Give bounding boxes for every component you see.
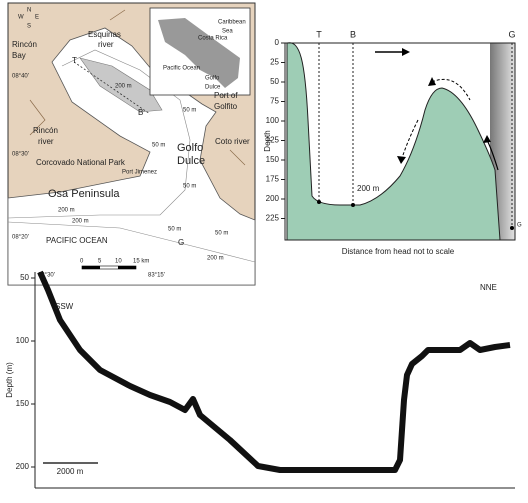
station bbox=[317, 200, 321, 204]
contour-label: 50 m bbox=[152, 143, 165, 149]
compass: E bbox=[35, 15, 39, 21]
y-tick-label: 150 bbox=[16, 399, 30, 408]
place-label: PACIFIC OCEAN bbox=[46, 236, 108, 245]
inset-label: Pacific Ocean bbox=[163, 66, 200, 72]
direction-label: SSW bbox=[55, 302, 74, 311]
x-axis-label: Distance from head not to scale bbox=[342, 247, 455, 256]
station-label: B bbox=[138, 108, 143, 117]
map: N E S W Rincón Bay Esquinas river T 200 … bbox=[7, 2, 256, 286]
place-label: Rincón bbox=[12, 40, 37, 49]
seafloor-echo bbox=[37, 270, 511, 473]
y-axis-label: Depth (m) bbox=[5, 362, 14, 398]
annotation: 200 m bbox=[357, 184, 380, 193]
station-label: B bbox=[350, 29, 356, 39]
station-label: T bbox=[316, 29, 322, 39]
contour-label: 200 m bbox=[115, 84, 132, 90]
transect bbox=[73, 61, 151, 115]
scale-label: 10 bbox=[115, 259, 122, 265]
y-tick-label: 25 bbox=[270, 58, 279, 67]
y-tick-label: 75 bbox=[270, 97, 279, 106]
latitude: 08°40' bbox=[12, 74, 29, 80]
station-label: G bbox=[508, 29, 515, 39]
contour-label: 50 m bbox=[168, 227, 181, 233]
contour-label: 200 m bbox=[58, 208, 75, 214]
contour-label: 50 m bbox=[183, 184, 196, 190]
y-tick-label: 200 bbox=[16, 462, 30, 471]
scale-label: 2000 m bbox=[57, 467, 84, 476]
y-tick-label: 225 bbox=[266, 214, 280, 223]
basin bbox=[286, 42, 501, 241]
station-label: G bbox=[178, 238, 184, 247]
scale-bar bbox=[118, 266, 136, 269]
flow-arrow bbox=[401, 119, 419, 159]
longitude: 83°15' bbox=[148, 273, 165, 279]
y-tick-label: 0 bbox=[275, 38, 280, 47]
contour-label: 50 m bbox=[183, 108, 196, 114]
station bbox=[351, 203, 355, 207]
place-label: Esquinas bbox=[88, 30, 121, 39]
inset-label: Dulce bbox=[205, 85, 221, 91]
river bbox=[29, 9, 246, 166]
place-label: river bbox=[98, 40, 114, 49]
scale-label: 0 bbox=[80, 259, 84, 265]
compass: S bbox=[27, 24, 31, 30]
latitude: 08°30' bbox=[12, 152, 29, 158]
compass: W bbox=[18, 15, 24, 21]
place-label: Golfo bbox=[177, 142, 203, 154]
station-label: G bbox=[517, 223, 522, 229]
place-label: Rincón bbox=[33, 126, 58, 135]
place-label: Dulce bbox=[177, 155, 205, 167]
inset-label: Costa Rica bbox=[198, 36, 228, 42]
y-tick-label: 150 bbox=[266, 155, 280, 164]
y-tick-label: 125 bbox=[266, 136, 280, 145]
y-tick-label: 100 bbox=[266, 116, 280, 125]
y-tick-label: 200 bbox=[266, 194, 280, 203]
place-label: Coto river bbox=[215, 137, 250, 146]
flow-arrow bbox=[428, 77, 436, 86]
scale-label: 5 bbox=[98, 259, 102, 265]
y-tick-label: 50 bbox=[20, 273, 29, 282]
y-axis-label: Depth bbox=[263, 130, 272, 151]
place-label: Port of bbox=[214, 91, 238, 100]
place-label: Port Jimenez bbox=[122, 170, 157, 176]
inset-label: Caribbean bbox=[218, 20, 246, 26]
direction-label: NNE bbox=[480, 283, 497, 292]
contour-label: 200 m bbox=[207, 256, 224, 262]
inset-label: Sea bbox=[222, 29, 233, 35]
y-tick-label: 100 bbox=[16, 336, 30, 345]
latitude: 08°20' bbox=[12, 235, 29, 241]
place-label: Bay bbox=[12, 51, 26, 60]
place-label: Corcovado National Park bbox=[36, 158, 126, 167]
station-label: T bbox=[72, 56, 77, 65]
place-label: river bbox=[38, 137, 54, 146]
place-label: Osa Peninsula bbox=[48, 188, 120, 200]
inset-label: Golfo bbox=[205, 76, 220, 82]
y-tick-label: 175 bbox=[266, 175, 280, 184]
station bbox=[510, 226, 514, 230]
contour bbox=[7, 49, 191, 219]
section-frame bbox=[284, 42, 516, 241]
place-label: Golfito bbox=[214, 102, 238, 111]
scale-label: 15 km bbox=[133, 259, 149, 265]
deep-basin bbox=[79, 57, 163, 113]
contour-label: 200 m bbox=[72, 219, 89, 225]
contour bbox=[7, 221, 256, 263]
flow-arrow bbox=[397, 156, 406, 164]
scale-bar bbox=[82, 266, 100, 269]
flow-arrow bbox=[483, 135, 491, 143]
cross-section: T B G 200 m G Distance from head not to … bbox=[263, 29, 522, 256]
longitude: 83°30' bbox=[38, 273, 55, 279]
echo-profile: SSW NNE 2000 m Depth (m) bbox=[5, 270, 515, 489]
inset-land bbox=[158, 18, 240, 88]
flow-arrow bbox=[402, 48, 410, 56]
contour-label: 50 m bbox=[215, 231, 228, 237]
y-tick-label: 50 bbox=[270, 77, 279, 86]
flow-arrow bbox=[431, 78, 471, 101]
compass: N bbox=[27, 8, 31, 14]
